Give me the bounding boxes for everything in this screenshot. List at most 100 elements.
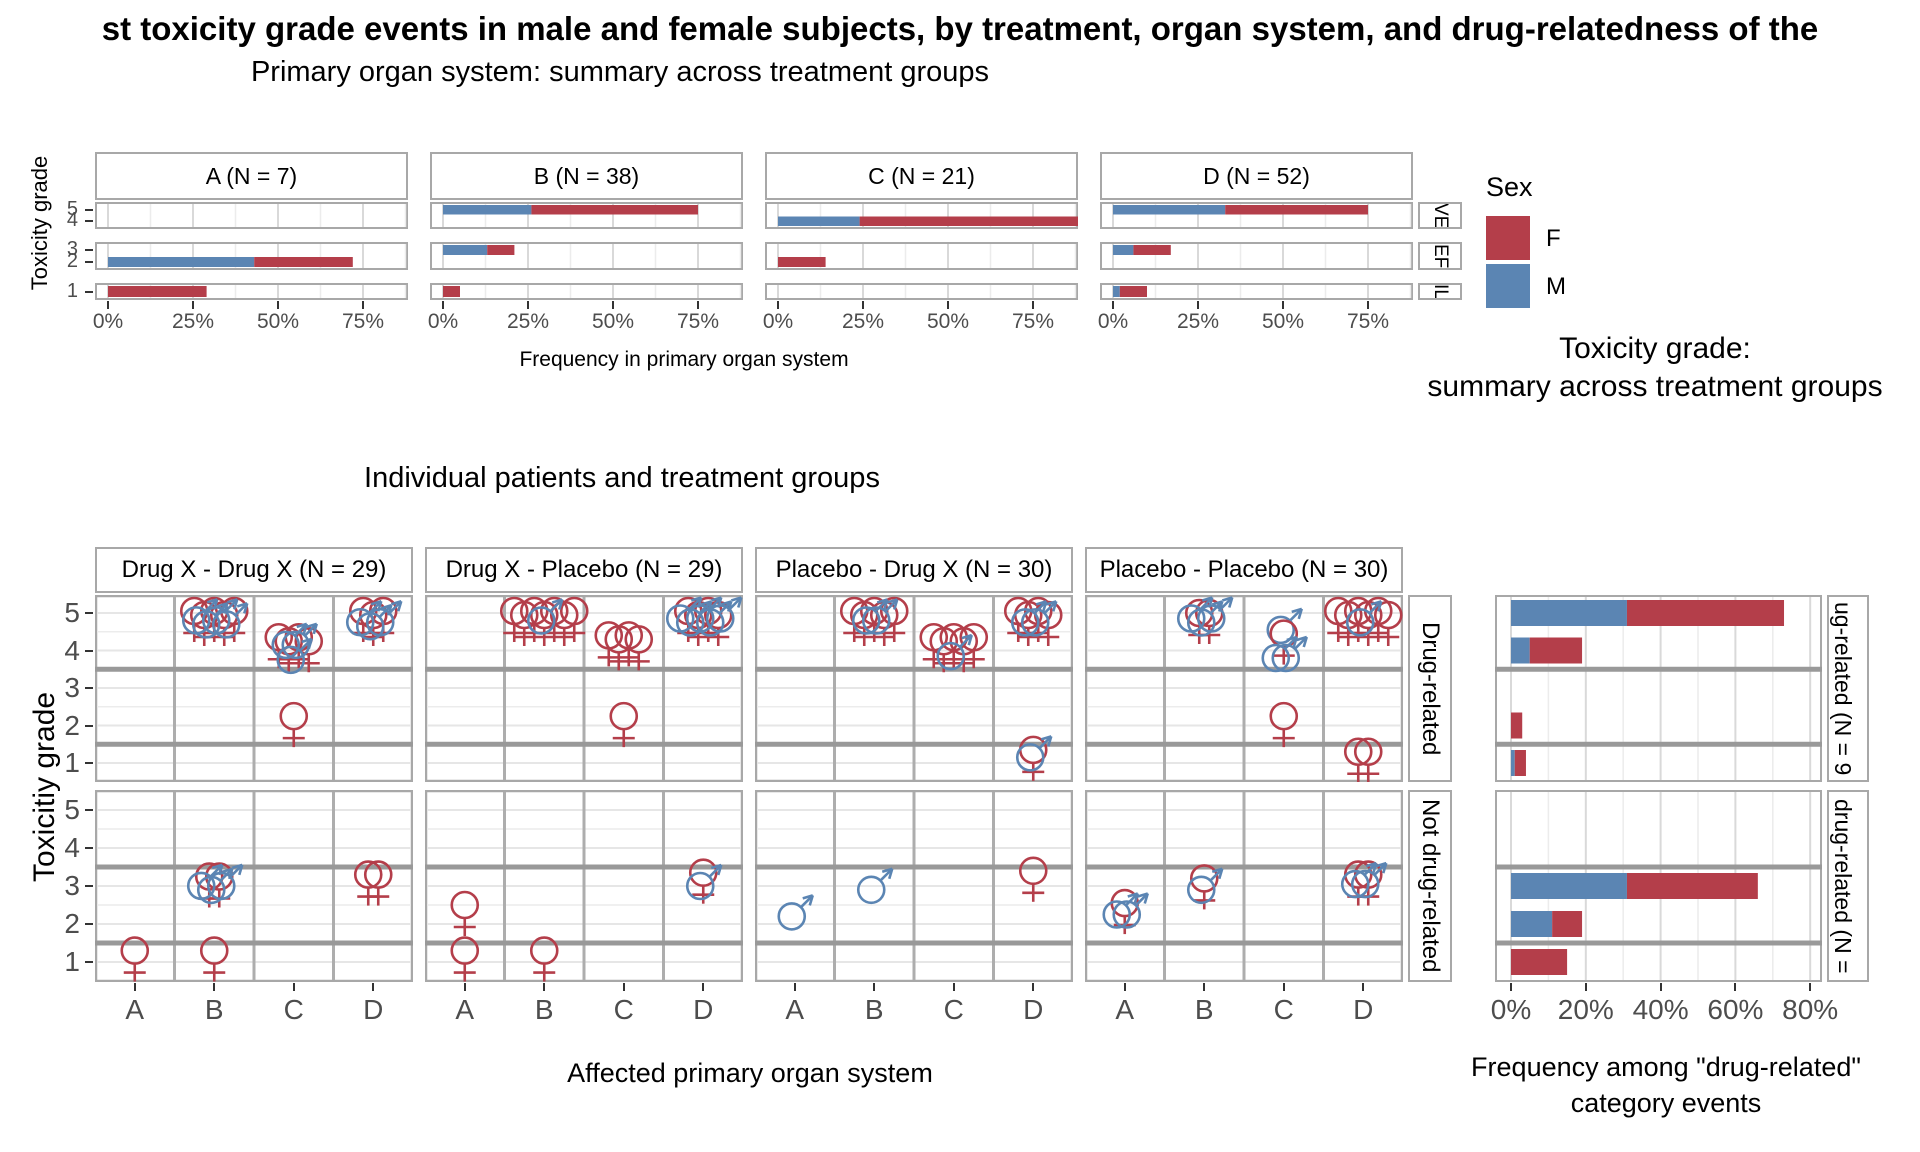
male-arrow-head — [1137, 892, 1149, 898]
female-symbol — [959, 622, 989, 669]
top-panel-plot — [430, 283, 743, 300]
bar-segment-male — [443, 245, 488, 255]
bar-segment-female — [1511, 949, 1568, 975]
male-arrow-head — [231, 863, 243, 870]
middle-panel-header: Drug X - Drug X (N = 29) — [95, 547, 413, 593]
tick-mark — [85, 220, 93, 223]
male-arrow-head — [1127, 892, 1139, 898]
male-arrow-head — [1047, 736, 1053, 747]
top-panel-plot — [765, 202, 1078, 229]
tick-mark — [107, 301, 109, 309]
male-symbol — [1015, 735, 1053, 772]
tick-mark — [1282, 983, 1285, 991]
male-arrow-head — [226, 598, 238, 604]
panel-background — [1495, 595, 1822, 782]
middle-x-tick-label: C — [1273, 994, 1294, 1025]
right-x-tick-label: 60% — [1707, 994, 1764, 1025]
top-chart-title: Primary organ system: summary across tre… — [250, 56, 990, 88]
panel-background — [430, 283, 743, 300]
female-circle — [450, 936, 480, 965]
top-x-tick-label: 50% — [591, 310, 635, 333]
middle-x-tick-label: B — [1194, 994, 1214, 1025]
female-symbol — [1269, 701, 1299, 748]
middle-x-tick-label: B — [864, 994, 884, 1025]
tick-mark — [952, 983, 955, 991]
male-symbol — [1186, 867, 1224, 905]
top-strip-right: VE — [1418, 202, 1462, 229]
female-symbol — [294, 626, 324, 673]
right-x-tick-label: 0% — [1490, 994, 1532, 1025]
male-symbol — [201, 598, 239, 635]
male-circle — [526, 606, 556, 635]
male-arrow-shaft — [1289, 607, 1303, 622]
male-circle — [685, 871, 715, 901]
male-arrow-head — [802, 894, 814, 900]
male-symbol — [526, 598, 564, 635]
middle-strip-right: Not drug-related — [1408, 790, 1452, 982]
bar-segment-female — [1626, 873, 1758, 899]
right-strip-right: drug-related (N = — [1827, 790, 1869, 982]
top-x-tick-label: 0% — [1097, 310, 1129, 333]
top-chart-ylabel: Toxicity grade — [27, 155, 52, 291]
right-x-tick-label: 40% — [1632, 994, 1689, 1025]
tick-mark — [442, 301, 444, 309]
tick-mark — [702, 983, 705, 991]
top-x-tick-label: 25% — [506, 310, 550, 333]
tick-mark — [1510, 983, 1512, 991]
male-arrow-shaft — [549, 598, 564, 613]
male-arrow-shaft — [229, 863, 244, 878]
male-symbol — [1010, 600, 1048, 637]
middle-x-tick-label: D — [1353, 994, 1374, 1025]
legend-title: Sex — [1486, 172, 1533, 202]
tick-mark — [277, 301, 279, 309]
top-strip-label: IL — [1430, 283, 1451, 300]
tick-mark — [1112, 301, 1114, 309]
male-arrow-head — [221, 867, 233, 874]
tick-mark — [777, 301, 779, 309]
middle-y-tick-label: 4 — [64, 832, 80, 863]
female-symbol — [1018, 735, 1048, 781]
male-arrow-head — [1286, 635, 1298, 642]
male-arrow-head — [1365, 861, 1377, 868]
legend-swatch-f — [1486, 216, 1530, 260]
male-arrow-head — [730, 596, 742, 602]
male-symbol — [1271, 635, 1308, 673]
tick-mark — [862, 301, 864, 309]
male-circle — [276, 645, 306, 675]
bar-segment-male — [778, 216, 860, 226]
middle-y-tick-label: 1 — [64, 747, 80, 778]
male-arrow-shaft — [388, 600, 403, 614]
panel-background — [765, 242, 1078, 270]
male-arrow-shaft — [294, 622, 308, 637]
male-arrow-shaft — [1043, 600, 1058, 615]
male-arrow-head — [690, 596, 702, 602]
male-arrow-head — [296, 622, 308, 629]
female-symbol — [199, 936, 229, 982]
top-y-tick-label: 3 — [66, 238, 78, 260]
top-panel-plot — [430, 202, 743, 229]
male-arrow-head — [1228, 597, 1234, 608]
female-circle — [199, 936, 229, 965]
male-arrow-head — [1143, 893, 1149, 904]
male-circle — [856, 875, 886, 905]
male-arrow-shaft — [1033, 600, 1048, 615]
right-strip-label: ug-related (N = 9 — [1830, 601, 1856, 776]
bar-segment-female — [108, 286, 207, 297]
male-symbol — [271, 622, 308, 660]
tick-mark — [793, 983, 796, 991]
male-arrow-head — [1133, 893, 1139, 904]
female-symbol — [624, 625, 654, 671]
middle-panel-plot — [755, 790, 1073, 982]
tick-mark — [85, 961, 93, 963]
tick-mark — [1367, 301, 1369, 309]
legend-label: M — [1546, 273, 1566, 300]
tick-mark — [1203, 983, 1206, 991]
male-arrow-head — [1211, 600, 1223, 606]
tick-mark — [85, 261, 93, 263]
right-panel-plot — [1495, 790, 1822, 982]
male-circle — [1271, 643, 1301, 673]
middle-panel-plot — [1085, 595, 1403, 782]
top-x-tick-label: 75% — [341, 310, 385, 333]
male-arrow-head — [551, 598, 563, 604]
bar-segment-female — [778, 257, 826, 267]
